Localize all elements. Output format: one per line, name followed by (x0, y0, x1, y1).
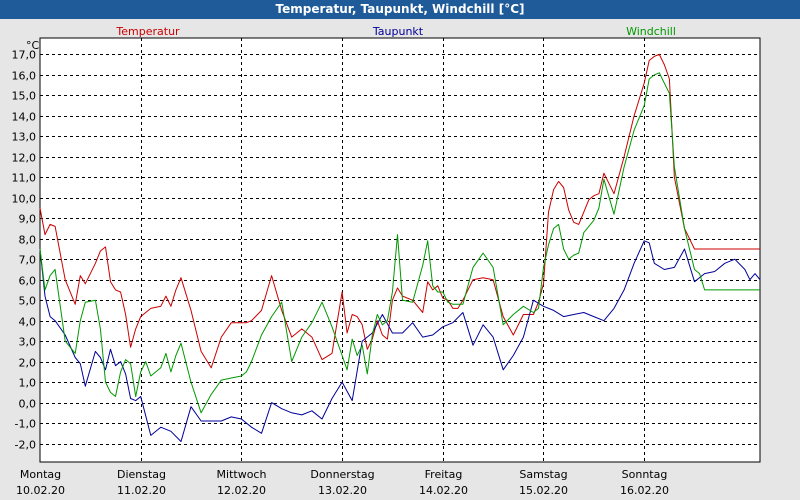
x-tick-weekday: Donnerstag (310, 468, 374, 481)
y-tick-label: 12,0 (12, 152, 37, 165)
y-tick-label: -1,0 (15, 418, 36, 431)
x-tick-date: 13.02.20 (318, 484, 367, 497)
x-tick-weekday: Montag (20, 468, 61, 481)
x-tick-weekday: Dienstag (117, 468, 166, 481)
x-tick-date: 14.02.20 (419, 484, 468, 497)
y-axis-unit-label: °C (26, 39, 40, 52)
y-tick-label: 17,0 (12, 49, 37, 62)
x-tick-weekday: Freitag (425, 468, 463, 481)
y-tick-label: 1,0 (19, 377, 37, 390)
x-tick-date: 11.02.20 (117, 484, 166, 497)
x-tick-weekday: Sonntag (622, 468, 668, 481)
plot-area (39, 37, 761, 463)
y-tick-label: 13,0 (12, 131, 37, 144)
y-tick-label: 10,0 (12, 193, 37, 206)
x-tick-weekday: Samstag (519, 468, 567, 481)
y-tick-label: 2,0 (19, 357, 37, 370)
legend-entry-windchill: Windchill (626, 25, 676, 38)
y-tick-label: 16,0 (12, 70, 37, 83)
y-tick-label: -2,0 (15, 439, 36, 452)
y-tick-label: 9,0 (19, 213, 37, 226)
y-tick-label: 11,0 (12, 172, 37, 185)
x-tick-date: 12.02.20 (217, 484, 266, 497)
legend-entry-temperatur: Temperatur (115, 25, 180, 38)
series-line-taupunkt (39, 240, 761, 442)
y-tick-label: 6,0 (19, 275, 37, 288)
y-tick-label: 7,0 (19, 254, 37, 267)
y-tick-label: 0,0 (19, 398, 37, 411)
x-tick-date: 16.02.20 (620, 484, 669, 497)
y-tick-label: 3,0 (19, 336, 37, 349)
x-tick-date: 10.02.20 (16, 484, 65, 497)
x-tick-date: 15.02.20 (519, 484, 568, 497)
y-tick-label: 15,0 (12, 90, 37, 103)
window-title: Temperatur, Taupunkt, Windchill [°C] (0, 0, 800, 19)
y-tick-label: 5,0 (19, 295, 37, 308)
series-line-windchill (39, 72, 760, 414)
y-tick-label: 8,0 (19, 234, 37, 247)
y-tick-label: 4,0 (19, 316, 37, 329)
y-tick-label: 14,0 (12, 111, 37, 124)
legend-entry-taupunkt: Taupunkt (372, 25, 424, 38)
x-tick-weekday: Mittwoch (217, 468, 267, 481)
series-line-temperatur (39, 53, 760, 369)
